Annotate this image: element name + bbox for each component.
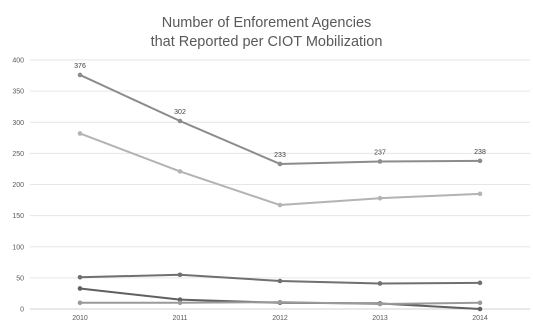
data-label: 237 [374,149,386,156]
x-tick-label: 2010 [72,315,88,322]
series-line [79,132,481,207]
data-point [477,191,483,197]
data-point [177,272,183,278]
data-point [277,278,283,284]
data-point [277,161,283,167]
data-label: 238 [474,149,486,156]
data-point [77,131,83,136]
data-point [477,300,483,306]
chart-title-line-1: Number of Enforement Agencies [161,15,372,31]
data-point [77,300,83,306]
data-point [477,158,483,164]
data-point [177,300,183,306]
y-tick-label: 300 [12,120,24,127]
data-point [177,169,183,174]
y-tick-label: 350 [12,89,24,96]
x-tick-label: 2014 [472,315,488,322]
data-point [177,118,183,124]
data-point [377,281,383,286]
data-label: 302 [174,109,186,116]
data-point [377,159,383,164]
data-point [77,286,83,291]
x-tick-label: 2012 [272,315,288,322]
y-tick-label: 100 [12,244,24,251]
y-tick-label: 250 [12,151,24,158]
y-tick-label: 400 [12,58,24,65]
x-tick-label: 2013 [372,315,388,322]
data-label: 233 [274,152,286,159]
data-point [77,72,83,78]
data-point [477,306,483,312]
chart-title-line-2: that Reported per CIOT Mobilization [150,34,383,50]
x-tick-label: 2011 [172,315,187,322]
data-point [277,202,283,208]
data-point [277,299,283,305]
data-label: 376 [74,63,86,70]
y-tick-label: 0 [20,307,24,314]
series-line [79,287,481,310]
y-tick-label: 200 [12,182,24,189]
data-point [477,280,483,286]
series-line [79,74,481,165]
y-tick-label: 150 [12,213,24,220]
data-point [377,195,383,201]
data-point [377,301,383,307]
y-tick-label: 50 [16,275,24,282]
data-point [77,274,83,280]
